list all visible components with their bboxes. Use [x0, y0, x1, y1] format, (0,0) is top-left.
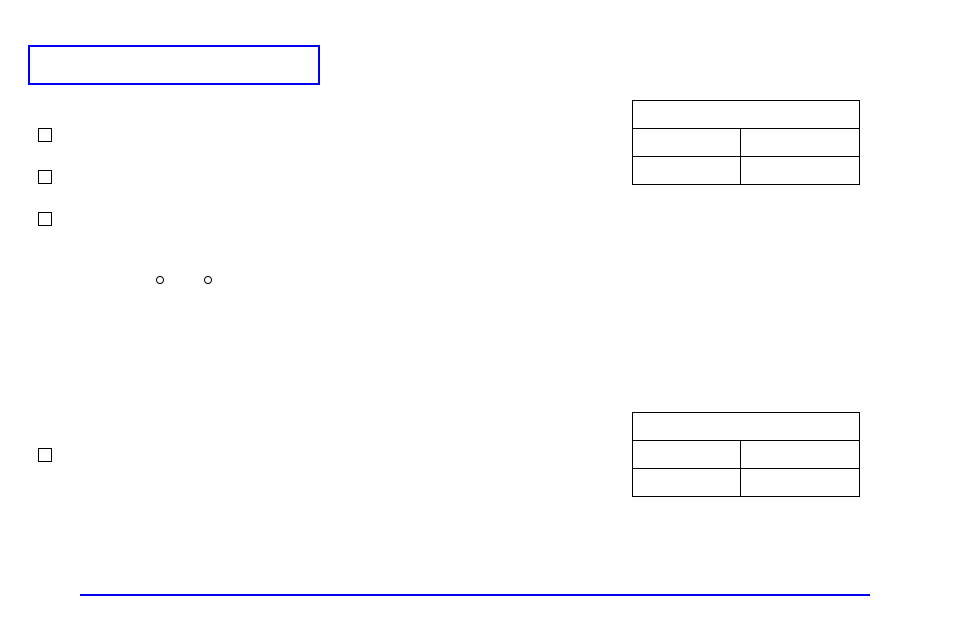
table-bottom: [632, 412, 860, 497]
bullet-circle-2: [204, 276, 212, 284]
table-cell: [740, 469, 859, 497]
bottom-rule: [80, 594, 870, 596]
table-cell: [633, 129, 741, 157]
table-cell: [633, 157, 741, 185]
table-row: [633, 413, 860, 441]
table-cell: [740, 441, 859, 469]
table-cell: [633, 441, 741, 469]
table-row: [633, 157, 860, 185]
table-cell: [633, 101, 860, 129]
table-cell: [633, 469, 741, 497]
checkbox-4[interactable]: [38, 448, 52, 462]
table-cell: [740, 157, 859, 185]
table-row: [633, 441, 860, 469]
bullet-circle-1: [156, 276, 164, 284]
table-row: [633, 101, 860, 129]
checkbox-1[interactable]: [38, 128, 52, 142]
table-row: [633, 469, 860, 497]
table-top: [632, 100, 860, 185]
table-row: [633, 129, 860, 157]
checkbox-3[interactable]: [38, 212, 52, 226]
title-box: [28, 45, 320, 85]
table-cell: [633, 413, 860, 441]
table-cell: [740, 129, 859, 157]
checkbox-2[interactable]: [38, 170, 52, 184]
